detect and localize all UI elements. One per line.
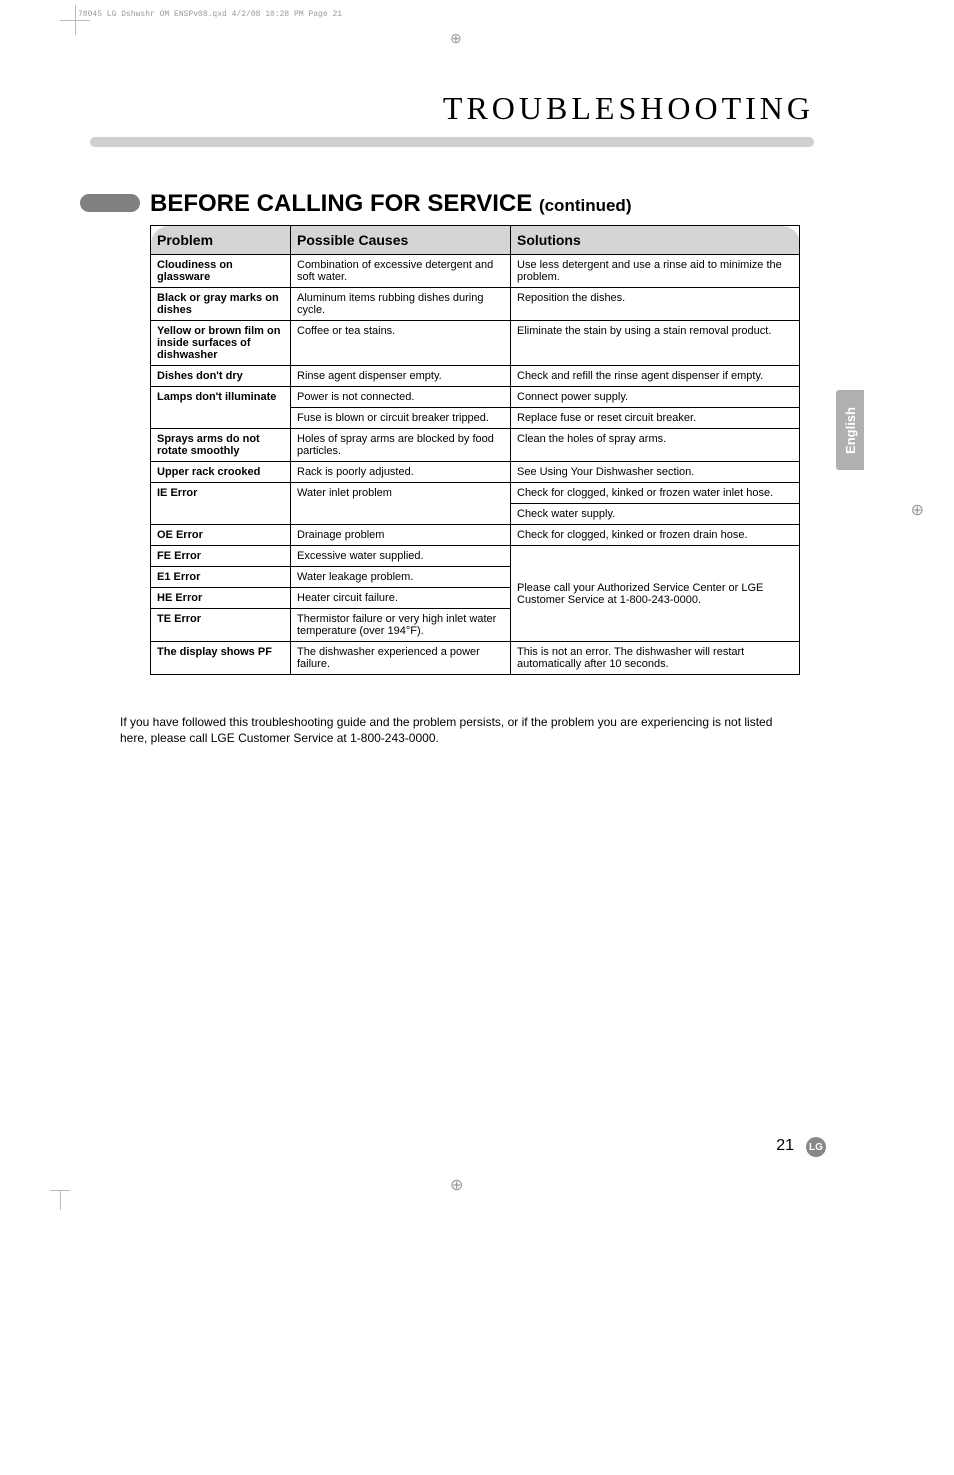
table-cell-problem: The display shows PF bbox=[151, 642, 291, 675]
table-cell-cause: Power is not connected. bbox=[291, 387, 511, 408]
table-cell-solution: See Using Your Dishwasher section. bbox=[511, 462, 800, 483]
table-cell-solution: Check and refill the rinse agent dispens… bbox=[511, 366, 800, 387]
section-heading-continued: (continued) bbox=[539, 196, 632, 215]
table-cell-cause: Combination of excessive detergent and s… bbox=[291, 255, 511, 288]
table-cell-solution: This is not an error. The dishwasher wil… bbox=[511, 642, 800, 675]
table-cell-problem: E1 Error bbox=[151, 567, 291, 588]
page-number: 21 bbox=[776, 1137, 794, 1155]
table-cell-cause: Rack is poorly adjusted. bbox=[291, 462, 511, 483]
title-underline-bar bbox=[90, 137, 814, 147]
table-cell-problem: TE Error bbox=[151, 609, 291, 642]
table-cell-solution: Connect power supply. bbox=[511, 387, 800, 408]
table-cell-problem: Lamps don't illuminate bbox=[151, 387, 291, 429]
table-cell-problem: HE Error bbox=[151, 588, 291, 609]
table-cell-problem: Black or gray marks on dishes bbox=[151, 288, 291, 321]
table-cell-solution: Eliminate the stain by using a stain rem… bbox=[511, 321, 800, 366]
table-cell-cause: Excessive water supplied. bbox=[291, 546, 511, 567]
table-cell-cause: Water leakage problem. bbox=[291, 567, 511, 588]
table-cell-problem: IE Error bbox=[151, 483, 291, 525]
print-slug: 78045 LG Dshwshr OM ENSPv08.qxd 4/2/08 1… bbox=[78, 10, 342, 19]
table-cell-problem: OE Error bbox=[151, 525, 291, 546]
table-cell-cause: The dishwasher experienced a power failu… bbox=[291, 642, 511, 675]
table-cell-cause: Rinse agent dispenser empty. bbox=[291, 366, 511, 387]
table-cell-solution: Use less detergent and use a rinse aid t… bbox=[511, 255, 800, 288]
registration-mark-right: ⊕ bbox=[911, 500, 924, 520]
registration-mark-top: ⊕ bbox=[450, 30, 462, 47]
troubleshooting-table: Problem Possible Causes Solutions Cloudi… bbox=[150, 225, 800, 675]
table-cell-cause: Fuse is blown or circuit breaker tripped… bbox=[291, 408, 511, 429]
crop-mark-top-left bbox=[60, 5, 90, 35]
table-cell-solution: Check for clogged, kinked or frozen drai… bbox=[511, 525, 800, 546]
table-cell-solution: Reposition the dishes. bbox=[511, 288, 800, 321]
col-header-problem: Problem bbox=[151, 226, 291, 255]
table-cell-solution: Replace fuse or reset circuit breaker. bbox=[511, 408, 800, 429]
crop-mark-bottom-left bbox=[50, 1175, 80, 1205]
section-heading-main: BEFORE CALLING FOR SERVICE bbox=[150, 190, 532, 217]
col-header-solutions: Solutions bbox=[511, 226, 800, 255]
language-tab-label: English bbox=[843, 407, 858, 454]
table-cell-problem: Dishes don't dry bbox=[151, 366, 291, 387]
table-cell-cause: Heater circuit failure. bbox=[291, 588, 511, 609]
table-cell-solution: Check water supply. bbox=[511, 504, 800, 525]
table-cell-solution: Clean the holes of spray arms. bbox=[511, 429, 800, 462]
table-cell-cause: Aluminum items rubbing dishes during cyc… bbox=[291, 288, 511, 321]
table-cell-problem: Yellow or brown film on inside surfaces … bbox=[151, 321, 291, 366]
table-cell-solution: Please call your Authorized Service Cent… bbox=[511, 546, 800, 642]
registration-mark-bottom: ⊕ bbox=[450, 1175, 463, 1195]
table-cell-cause: Water inlet problem bbox=[291, 483, 511, 525]
table-cell-cause: Holes of spray arms are blocked by food … bbox=[291, 429, 511, 462]
section-heading: BEFORE CALLING FOR SERVICE (continued) bbox=[150, 190, 631, 218]
table-cell-cause: Coffee or tea stains. bbox=[291, 321, 511, 366]
col-header-causes: Possible Causes bbox=[291, 226, 511, 255]
footer-note: If you have followed this troubleshootin… bbox=[120, 715, 800, 746]
section-pill bbox=[80, 194, 140, 212]
table-cell-solution: Check for clogged, kinked or frozen wate… bbox=[511, 483, 800, 504]
table-cell-problem: Sprays arms do not rotate smoothly bbox=[151, 429, 291, 462]
table-cell-problem: Cloudiness on glassware bbox=[151, 255, 291, 288]
table-cell-cause: Thermistor failure or very high inlet wa… bbox=[291, 609, 511, 642]
table-cell-cause: Drainage problem bbox=[291, 525, 511, 546]
language-tab: English bbox=[836, 390, 864, 470]
lg-logo-icon: LG bbox=[806, 1137, 826, 1157]
table-cell-problem: Upper rack crooked bbox=[151, 462, 291, 483]
table-cell-problem: FE Error bbox=[151, 546, 291, 567]
page-title: TROUBLESHOOTING bbox=[443, 90, 814, 127]
